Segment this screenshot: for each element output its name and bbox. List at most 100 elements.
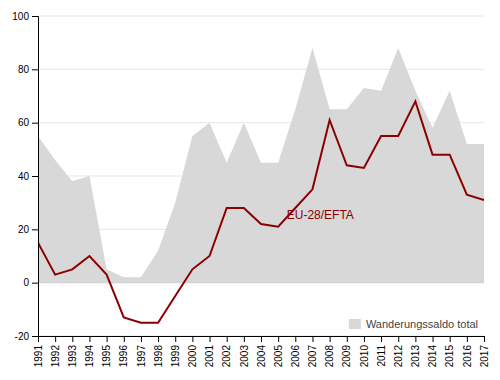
tick: 2012 (393, 336, 404, 367)
tick-mark (55, 336, 56, 342)
tick-mark (347, 336, 348, 342)
x-axis: 1991 1992 1993 1994 1995 1996 1997 1998 1999 2000… (33, 336, 490, 367)
tick: 80 (18, 64, 38, 75)
legend: Wanderungssaldo total (349, 318, 478, 330)
tick-mark (141, 336, 142, 342)
tick: 2014 (427, 336, 438, 367)
tick-mark (364, 336, 365, 342)
tick-label: 2006 (290, 345, 301, 368)
tick-label: 1998 (153, 345, 164, 368)
tick-mark (484, 336, 485, 342)
tick-mark (32, 176, 38, 177)
tick: 1994 (84, 336, 95, 367)
tick-label: 1993 (67, 345, 78, 368)
tick: 40 (18, 171, 38, 182)
tick-mark (227, 336, 228, 342)
tick: 2004 (256, 336, 267, 367)
tick: 1998 (153, 336, 164, 367)
tick-mark (433, 336, 434, 342)
tick-label: 60 (18, 117, 30, 128)
tick-mark (32, 283, 38, 284)
tick: 2016 (462, 336, 473, 367)
tick: 2011 (376, 336, 387, 367)
tick-label: 2014 (427, 345, 438, 368)
tick-mark (398, 336, 399, 342)
tick-mark (244, 336, 245, 342)
legend-swatch (349, 319, 361, 329)
legend-label: Wanderungssaldo total (366, 318, 478, 330)
grid (38, 16, 484, 336)
tick: 1993 (67, 336, 78, 367)
tick-label: 2011 (376, 345, 387, 367)
tick: 60 (18, 117, 38, 128)
tick-label: 40 (18, 171, 30, 182)
tick-label: 2005 (273, 345, 284, 368)
tick-mark (32, 16, 38, 17)
y-axis: -20 0 20 40 60 80 100 (12, 11, 38, 342)
legend-item: Wanderungssaldo total (349, 318, 478, 330)
tick-label: 2007 (307, 345, 318, 368)
annotation: EU-28/EFTA (287, 208, 354, 222)
tick-label: 2016 (462, 345, 473, 368)
tick-label: 2002 (221, 345, 232, 368)
tick-label: 1994 (84, 345, 95, 368)
tick: 2006 (290, 336, 301, 367)
tick-mark (312, 336, 313, 342)
tick: 2017 (479, 336, 490, 367)
tick-mark (330, 336, 331, 342)
tick-mark (158, 336, 159, 342)
tick-mark (32, 336, 38, 337)
tick: 2015 (444, 336, 455, 367)
axis-line (32, 17, 39, 337)
marks (38, 48, 484, 323)
tick-label: 2001 (204, 345, 215, 368)
tick: 1991 (33, 336, 44, 367)
tick: 100 (12, 11, 38, 22)
tick-mark (32, 229, 38, 230)
tick-label: 2017 (479, 345, 490, 368)
tick: 1996 (118, 336, 129, 367)
tick-label: 1995 (101, 345, 112, 368)
tick: 1999 (170, 336, 181, 367)
tick-label: 80 (18, 64, 30, 75)
grid-line (38, 16, 484, 17)
grid-line (38, 69, 484, 70)
tick-label: 1997 (136, 345, 147, 368)
tick-label: 2012 (393, 345, 404, 368)
tick-label: 100 (12, 11, 29, 22)
tick: 2005 (273, 336, 284, 367)
tick: 2000 (187, 336, 198, 367)
tick-mark (32, 69, 38, 70)
tick-label: 1996 (118, 345, 129, 368)
tick: 2013 (410, 336, 421, 367)
tick-mark (295, 336, 296, 342)
tick-label: 2009 (341, 345, 352, 368)
tick-label: 1991 (33, 345, 44, 368)
axis-line (39, 337, 485, 343)
area (38, 48, 484, 283)
tick-mark (415, 336, 416, 342)
tick-label: 2010 (359, 345, 370, 368)
tick-label: 2004 (256, 345, 267, 368)
tick: 2001 (204, 336, 215, 367)
line (38, 101, 484, 322)
tick-mark (450, 336, 451, 342)
tick: 1997 (136, 336, 147, 367)
tick: 0 (23, 277, 38, 288)
tick-mark (467, 336, 468, 342)
plot: 1991 1992 1993 1994 1995 1996 1997 1998 1999 2000… (12, 11, 489, 368)
tick-label: 20 (18, 224, 30, 235)
tick-mark (124, 336, 125, 342)
tick: 2010 (359, 336, 370, 367)
tick: 1995 (101, 336, 112, 367)
tick: 2002 (221, 336, 232, 367)
tick-mark (32, 123, 38, 124)
tick: 20 (18, 224, 38, 235)
tick: 1992 (50, 336, 61, 367)
tick-label: 2013 (410, 345, 421, 368)
tick: -20 (15, 331, 38, 342)
tick-mark (175, 336, 176, 342)
tick: 2009 (341, 336, 352, 367)
tick-label: 0 (23, 277, 29, 288)
tick-mark (107, 336, 108, 342)
